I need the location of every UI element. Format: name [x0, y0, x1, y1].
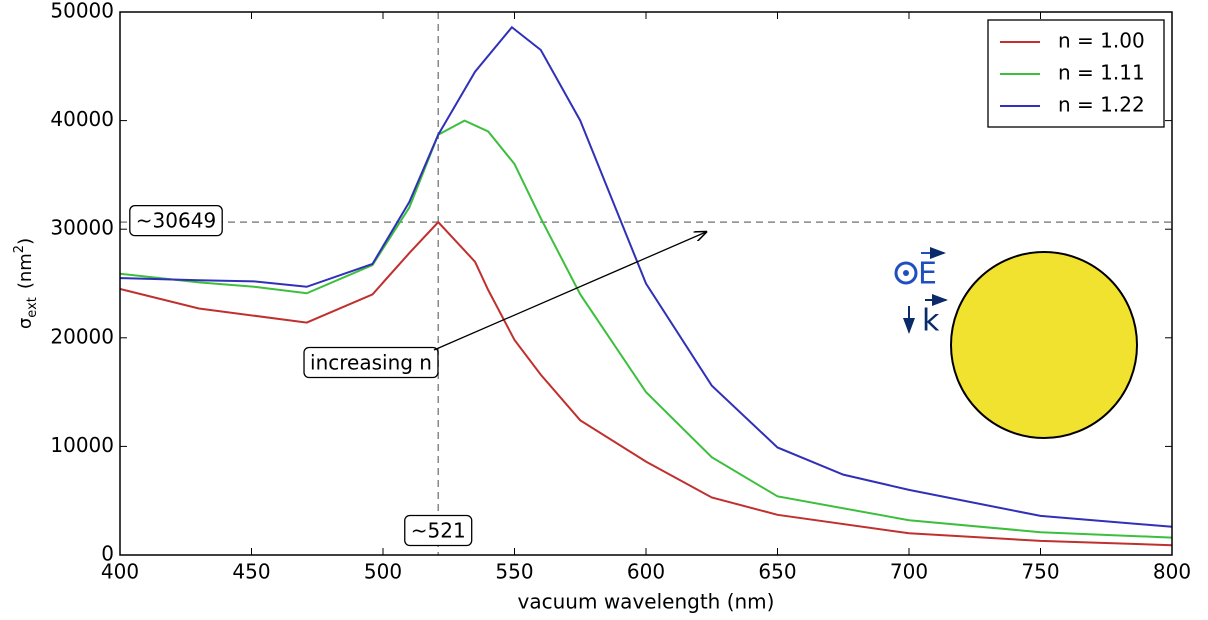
y-axis-label-part: ): [15, 238, 36, 245]
x-tick-label: 550: [495, 560, 533, 584]
x-tick-label: 700: [890, 560, 928, 584]
x-tick-label: 600: [627, 560, 665, 584]
y-tick-label: 50000: [50, 0, 114, 23]
x-tick-label: 400: [101, 560, 139, 584]
x-tick-label: 800: [1153, 560, 1191, 584]
legend-label: n = 1.22: [1058, 93, 1145, 117]
annotation-arrow: [433, 232, 706, 351]
x-tick-label: 450: [232, 560, 270, 584]
x-axis-label: vacuum wavelength (nm): [518, 590, 775, 614]
field-label: E: [918, 257, 937, 292]
hline-label: ~30649: [136, 209, 216, 233]
x-tick-label: 750: [1021, 560, 1059, 584]
y-tick-label: 40000: [50, 107, 114, 131]
y-tick-label: 20000: [50, 324, 114, 348]
y-axis-label-part: ext: [25, 297, 40, 318]
x-tick-label: 650: [758, 560, 796, 584]
y-tick-label: 30000: [50, 216, 114, 240]
vline-label: ~521: [411, 519, 466, 543]
y-axis-label-part: (nm: [15, 253, 36, 289]
y-tick-label: 10000: [50, 433, 114, 457]
out-of-plane-dot: [903, 270, 909, 276]
x-tick-label: 500: [364, 560, 402, 584]
y-tick-label: 0: [101, 542, 114, 566]
label-box: [303, 346, 439, 379]
series-line: [119, 220, 1173, 547]
y-axis-label-part: σ: [15, 318, 36, 329]
y-axis-label: σext (nm2): [12, 238, 40, 329]
label-box: [404, 514, 473, 547]
series-line: [119, 25, 1173, 528]
series-line: [119, 119, 1173, 539]
label-box: [129, 205, 223, 237]
annotation-label: increasing n: [310, 351, 432, 375]
y-axis-label-part: 2: [12, 245, 27, 253]
legend-label: n = 1.00: [1058, 29, 1145, 53]
sphere: [950, 251, 1138, 439]
wave-label: k: [922, 304, 940, 339]
legend-label: n = 1.11: [1058, 61, 1145, 85]
out-of-plane-symbol: [894, 261, 918, 285]
